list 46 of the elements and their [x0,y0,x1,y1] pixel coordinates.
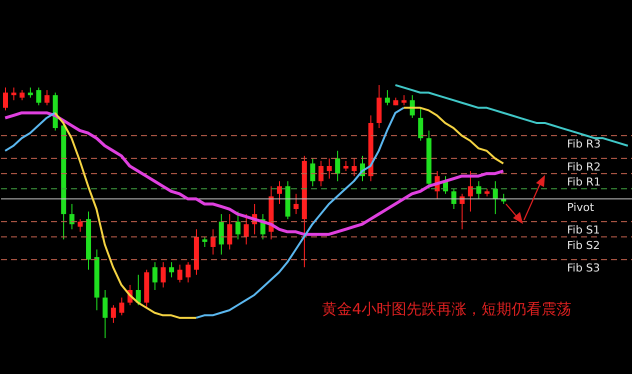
candlestick [160,262,166,288]
candlestick [218,214,224,256]
candlestick [28,87,33,98]
candlestick [20,90,25,101]
candlestick [492,180,498,215]
candlestick [294,193,299,215]
candlestick [110,304,116,324]
candlestick [326,158,332,180]
candlestick [468,170,473,212]
candlestick [418,107,424,142]
candlestick [402,94,407,106]
candlestick [69,203,74,230]
ref-line-label: Fib S2 [567,238,600,252]
candlestick [3,87,8,111]
candlestick [177,264,182,283]
candlestick [186,262,191,283]
ref-line-label: Fib R3 [567,138,601,151]
candlestick [202,236,208,248]
ref-line-label: Fib R2 [567,160,601,174]
ref-line-label: Pivot [567,200,595,214]
candlestick [451,188,456,210]
ref-line-label: Fib S1 [567,224,600,237]
candlestick [476,180,482,200]
candlestick [102,289,108,339]
candlestick [119,297,124,316]
candlestick [235,211,240,240]
annotation: 黄金4小时图先跌再涨，短期仍看震荡 [322,300,572,319]
candlestick [227,214,232,250]
candlestick [11,87,16,101]
candlestick [152,262,158,290]
candlestick [210,228,216,256]
ref-line-label: Fib S3 [567,262,600,275]
candlestick [384,90,390,106]
candlestick [36,87,42,106]
candlestick [335,150,340,182]
candlestick [136,274,141,306]
candlestick [343,160,348,172]
candlestick [310,158,316,187]
candlestick [169,262,174,278]
candlestick [44,90,50,106]
candlestick [244,214,249,245]
candlestick [318,160,324,187]
candlestick [276,180,282,204]
candlestick [352,158,357,177]
candlestick [78,218,83,232]
ref-line-label: Fib R1 [567,176,601,189]
